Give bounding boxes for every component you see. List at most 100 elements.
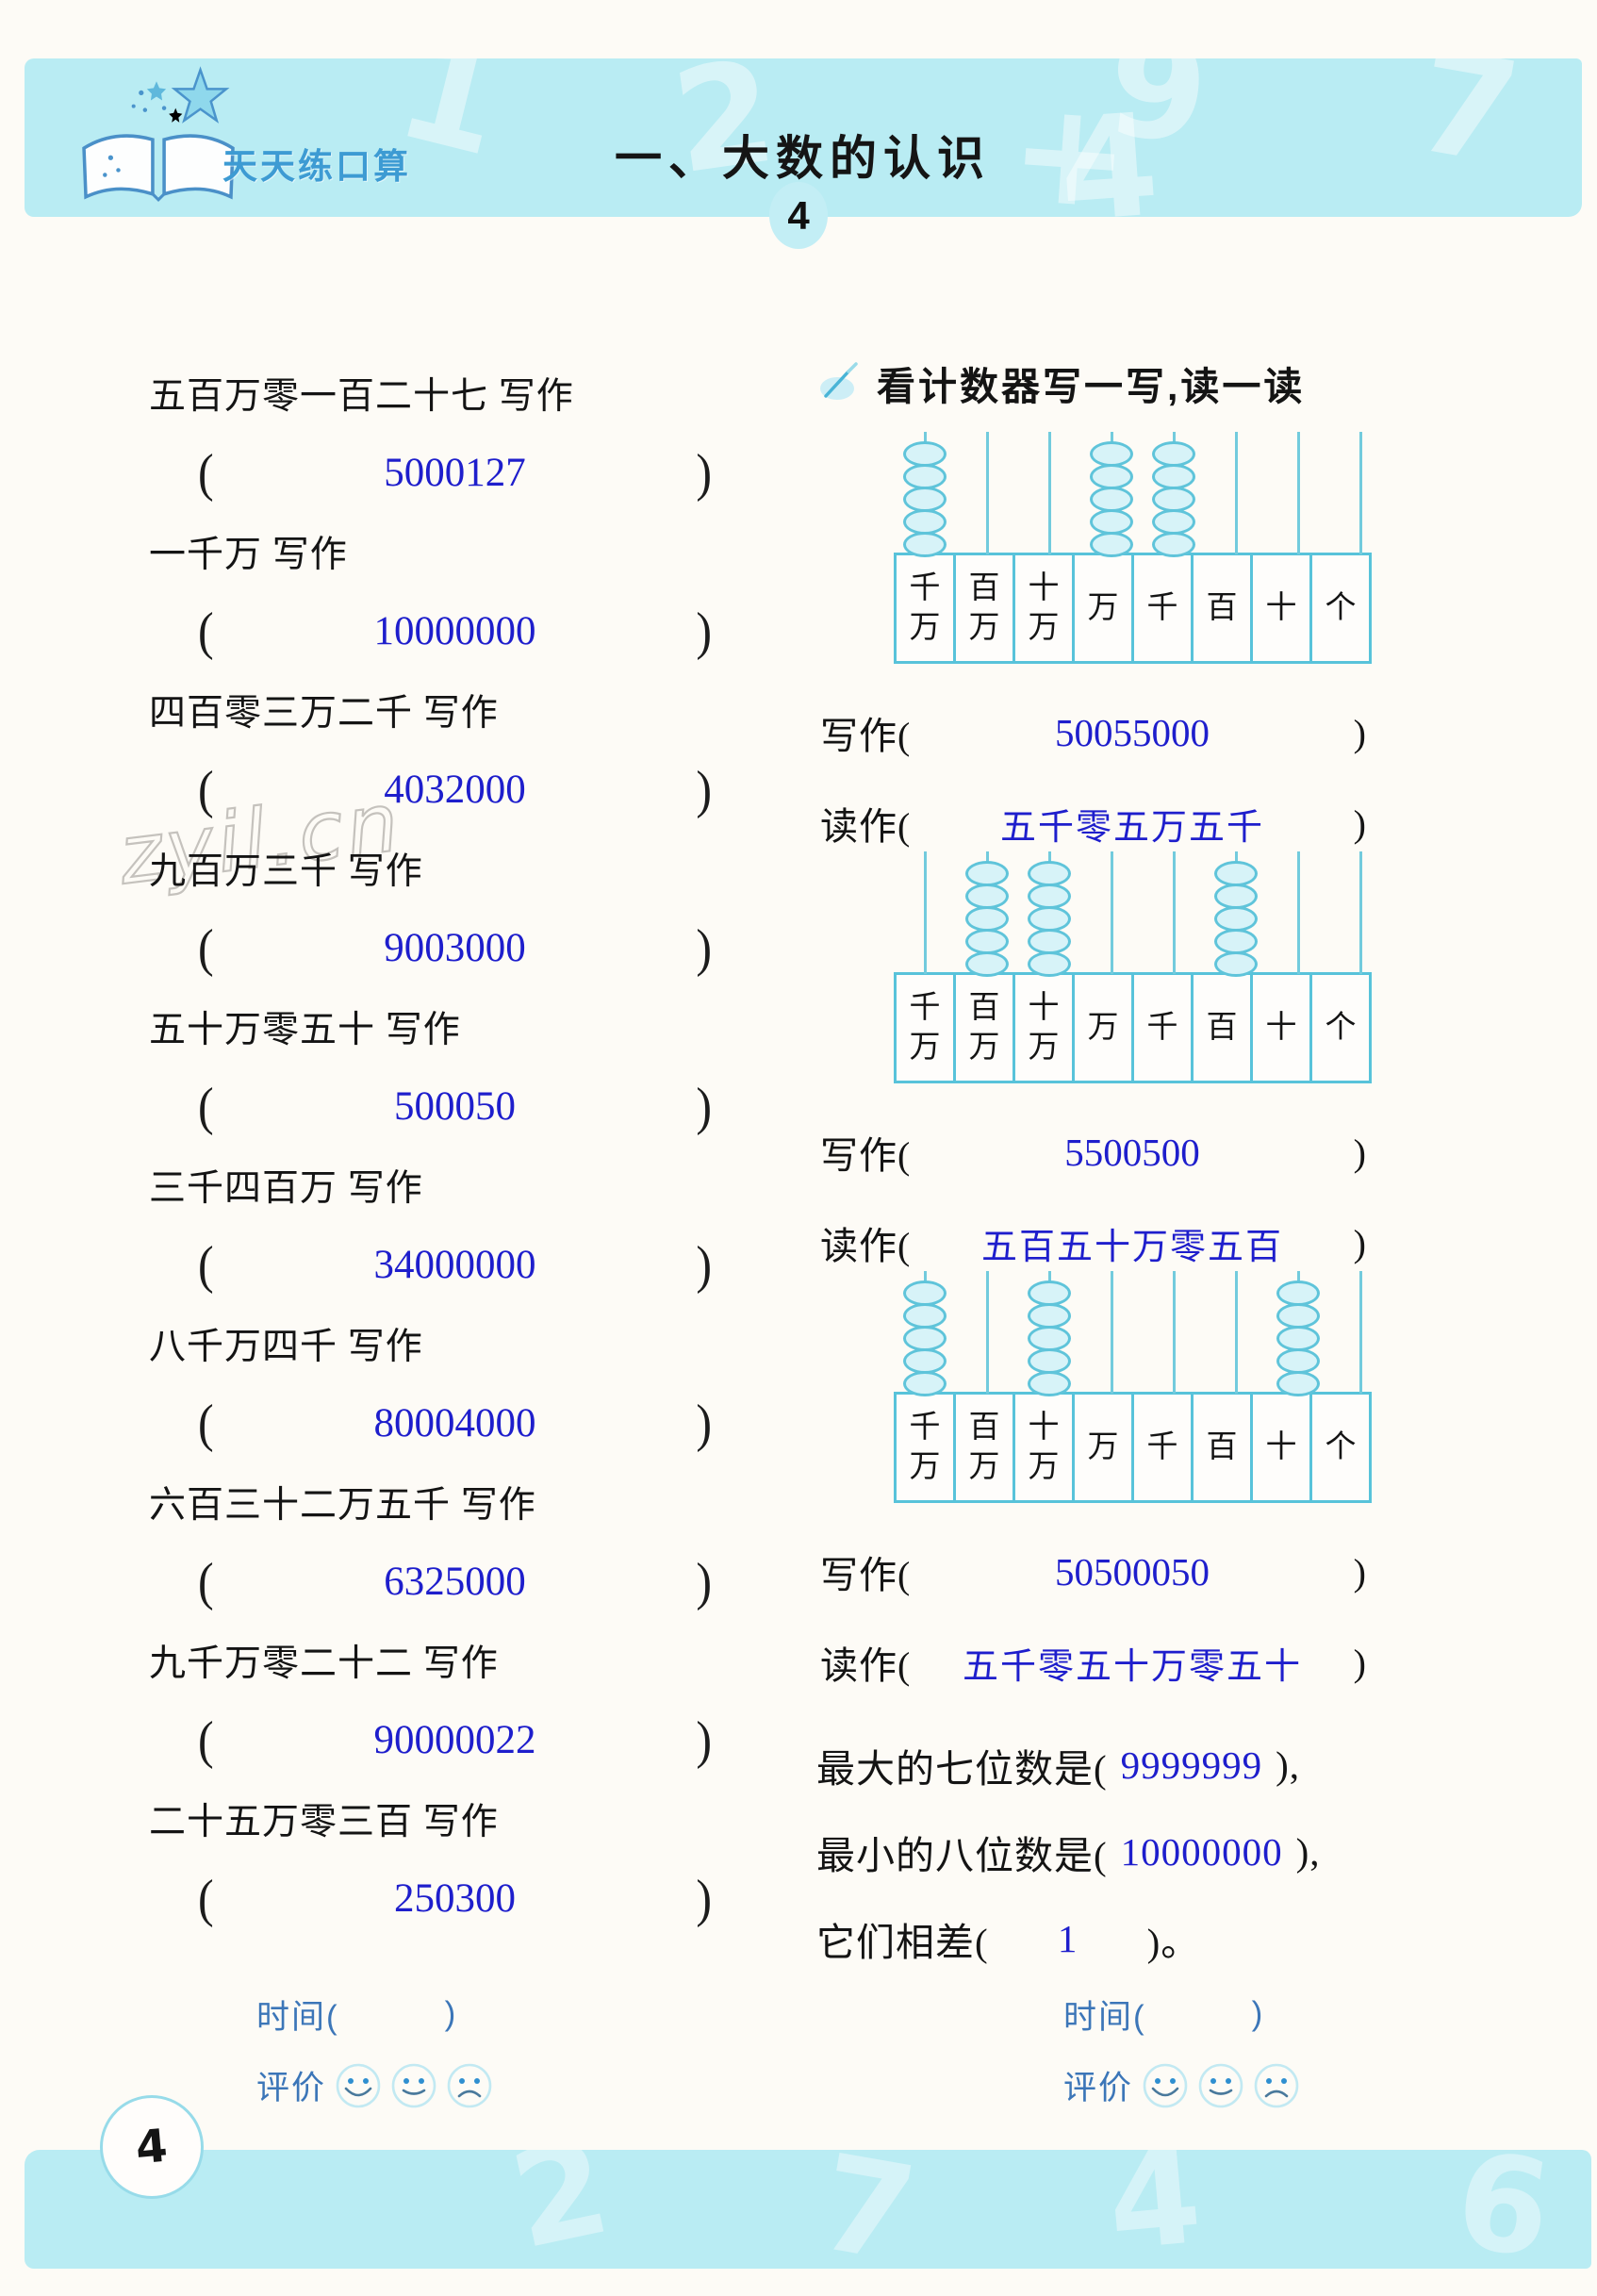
counter-section-header: 看计数器写一写,读一读 bbox=[816, 355, 1305, 411]
exercise-answer: 4032000 bbox=[384, 767, 526, 812]
abacus-rod bbox=[1234, 1271, 1238, 1394]
abacus-rod-column bbox=[1267, 851, 1329, 974]
abacus-bead bbox=[1276, 1280, 1320, 1306]
question-answer: 9999999 bbox=[1120, 1743, 1263, 1787]
place-label-char: 万 bbox=[1028, 1450, 1060, 1484]
close-paren: ) bbox=[696, 601, 712, 661]
page-number-circle: 4 bbox=[100, 2095, 204, 2199]
abacus-rod-column bbox=[1018, 1271, 1080, 1396]
abacus-place-frame: 千万百万十万万千百十个 bbox=[894, 1392, 1391, 1503]
place-label-char: 个 bbox=[1325, 1010, 1357, 1045]
abacus-rod bbox=[1234, 432, 1238, 554]
footer-status-left: 时间() 评价 bbox=[256, 1991, 493, 2109]
ghost-digit: 7 bbox=[1404, 58, 1530, 198]
time-row: 时间() bbox=[1063, 1991, 1300, 2037]
abacus-bead bbox=[1276, 1326, 1320, 1351]
time-row: 时间() bbox=[256, 1991, 493, 2037]
abacus-bead-stack bbox=[1214, 861, 1258, 977]
abacus-bead-stack bbox=[1090, 441, 1133, 557]
abacus-rod-column bbox=[1143, 851, 1205, 974]
exercise-answer-row: (6325000) bbox=[198, 1542, 712, 1621]
abacus-bead bbox=[1152, 509, 1195, 535]
abacus-rod-column bbox=[1080, 851, 1143, 974]
place-label-cell: 十万 bbox=[1013, 972, 1075, 1083]
place-label-char: 万 bbox=[968, 1450, 1000, 1484]
exercise-prompt: 八千万四千 写作 bbox=[149, 1327, 423, 1367]
ghost-digit: 6 bbox=[1447, 2150, 1560, 2269]
book-logo-icon bbox=[82, 66, 235, 202]
place-label-char: 万 bbox=[1087, 1010, 1119, 1045]
abacus-bead-stack bbox=[1152, 441, 1195, 557]
open-paren: ( bbox=[198, 1710, 214, 1770]
abacus-rods bbox=[894, 432, 1391, 557]
abacus-bead bbox=[1090, 532, 1133, 557]
exercise-answer: 6325000 bbox=[384, 1559, 526, 1604]
exercise-answer-row: (4032000) bbox=[198, 750, 712, 829]
chapter-title: 一、大数的认识 bbox=[615, 132, 991, 185]
abacus-counter: 千万百万十万万千百十个 bbox=[894, 1271, 1391, 1503]
abacus-place-frame: 千万百万十万万千百十个 bbox=[894, 553, 1391, 664]
close-paren: ) bbox=[1353, 1131, 1367, 1174]
read-answer-line: 读作(五千零五十万零五十) bbox=[820, 1635, 1367, 1690]
write-answer-line: 写作(50500050) bbox=[820, 1544, 1367, 1599]
abacus-bead bbox=[1152, 464, 1195, 489]
read-answer: 五千零五十万零五十 bbox=[962, 1646, 1302, 1687]
abacus-bead bbox=[1214, 929, 1258, 954]
question-text: 最大的七位数是( bbox=[816, 1747, 1108, 1791]
abacus-rod-column bbox=[894, 1271, 956, 1396]
place-label-cell: 千万 bbox=[894, 553, 956, 664]
exercise-answer: 250300 bbox=[394, 1875, 516, 1921]
place-label-char: 万 bbox=[1028, 1031, 1060, 1065]
evaluation-label: 评价 bbox=[256, 2070, 327, 2106]
exercise-answer-row: (5000127) bbox=[198, 433, 712, 512]
abacus-rod-column bbox=[1018, 432, 1080, 554]
close-paren: ) bbox=[1353, 1641, 1367, 1684]
write-answer-line: 写作(50055000) bbox=[820, 705, 1367, 760]
place-label-cell: 千万 bbox=[894, 1392, 956, 1503]
abacus-bead bbox=[1152, 487, 1195, 512]
abacus-bead-stack bbox=[903, 1280, 947, 1396]
read-label: 读作( bbox=[820, 805, 912, 848]
place-label-char: 十 bbox=[1028, 1410, 1060, 1445]
abacus-bead bbox=[965, 861, 1009, 886]
exercise-answer: 80004000 bbox=[373, 1400, 536, 1445]
pencil-icon bbox=[820, 362, 858, 400]
place-label-cell: 十 bbox=[1250, 1392, 1312, 1503]
abacus-bead bbox=[965, 929, 1009, 954]
place-label-char: 十 bbox=[1265, 1429, 1297, 1464]
write-answer: 5500500 bbox=[1064, 1131, 1200, 1174]
place-label-cell: 百 bbox=[1191, 553, 1253, 664]
exercise-answer: 10000000 bbox=[373, 608, 536, 653]
abacus-bead bbox=[1090, 487, 1133, 512]
abacus-bead bbox=[1276, 1303, 1320, 1329]
place-label-char: 十 bbox=[1028, 570, 1060, 605]
place-label-char: 千 bbox=[1146, 1429, 1178, 1464]
abacus-rod bbox=[923, 851, 927, 974]
place-label-cell: 个 bbox=[1309, 972, 1372, 1083]
abacus-bead bbox=[903, 1303, 947, 1329]
abacus-bead bbox=[1028, 1371, 1071, 1396]
open-paren: ( bbox=[198, 442, 214, 503]
abacus-bead bbox=[903, 441, 947, 467]
place-label-char: 万 bbox=[1087, 590, 1119, 625]
exercise-answer-row: (34000000) bbox=[198, 1225, 712, 1304]
close-paren: ) bbox=[1353, 1221, 1367, 1264]
abacus-rod bbox=[985, 432, 989, 554]
read-label: 读作( bbox=[820, 1225, 912, 1267]
place-label-char: 百 bbox=[1206, 1429, 1238, 1464]
fill-question-line: 最大的七位数是( 9999999), bbox=[816, 1722, 1401, 1809]
read-answer: 五百五十万零五百 bbox=[980, 1227, 1283, 1267]
ghost-digit: 4 bbox=[1054, 83, 1164, 217]
write-answer: 50500050 bbox=[1055, 1550, 1210, 1594]
abacus-rod bbox=[1172, 851, 1176, 974]
place-label-char: 万 bbox=[909, 1031, 941, 1065]
place-label-cell: 百万 bbox=[953, 1392, 1015, 1503]
close-paren: ) bbox=[696, 1393, 712, 1453]
fill-question-line: 最小的八位数是(10000000), bbox=[816, 1809, 1401, 1895]
abacus-rods bbox=[894, 851, 1391, 977]
abacus-bead bbox=[1214, 884, 1258, 909]
abacus-rod-column bbox=[1267, 1271, 1329, 1396]
time-label: 时间( bbox=[256, 1998, 339, 2036]
question-text: ), bbox=[1276, 1743, 1301, 1787]
abacus-rod bbox=[1110, 1271, 1113, 1394]
